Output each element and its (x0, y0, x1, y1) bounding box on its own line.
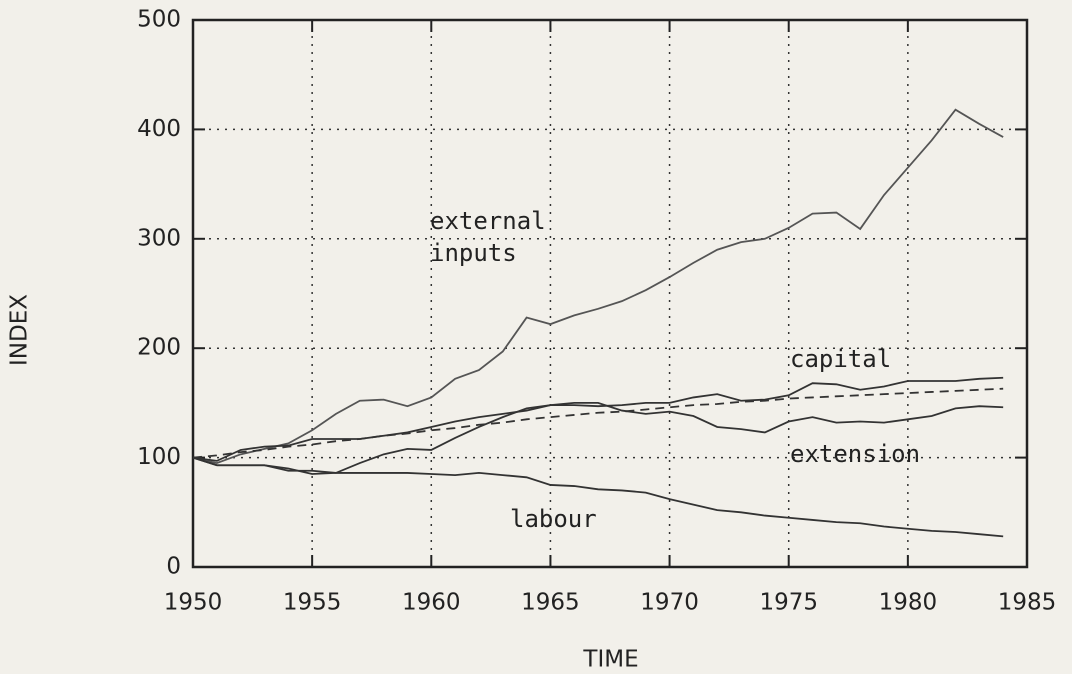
x-tick-label: 1975 (759, 590, 818, 616)
series-label: external inputs (430, 207, 546, 267)
series-label: capital (790, 345, 892, 373)
y-tick-label: 300 (137, 225, 181, 251)
y-axis-label: INDEX (7, 294, 33, 366)
x-tick-label: 1965 (521, 590, 580, 616)
series-label: labour (510, 505, 597, 533)
line (192, 401, 1004, 475)
y-tick-label: 200 (137, 335, 181, 361)
line (192, 387, 1004, 459)
x-axis-label: TIME (582, 647, 638, 673)
line (192, 456, 1004, 538)
x-tick-label: 1970 (640, 590, 699, 616)
y-tick-label: 500 (137, 7, 181, 33)
plot-frame (191, 18, 1029, 569)
x-tick-label: 1950 (164, 590, 223, 616)
line (192, 376, 1004, 462)
y-tick-label: 100 (137, 444, 181, 470)
y-tick-label: 400 (137, 116, 181, 142)
x-tick-label: 1985 (998, 590, 1057, 616)
x-tick-label: 1980 (879, 590, 938, 616)
x-tick-label: 1955 (283, 590, 342, 616)
series-label: extension (790, 440, 921, 468)
y-tick-label: 0 (166, 554, 181, 580)
line (192, 108, 1004, 465)
x-tick-label: 1960 (402, 590, 461, 616)
